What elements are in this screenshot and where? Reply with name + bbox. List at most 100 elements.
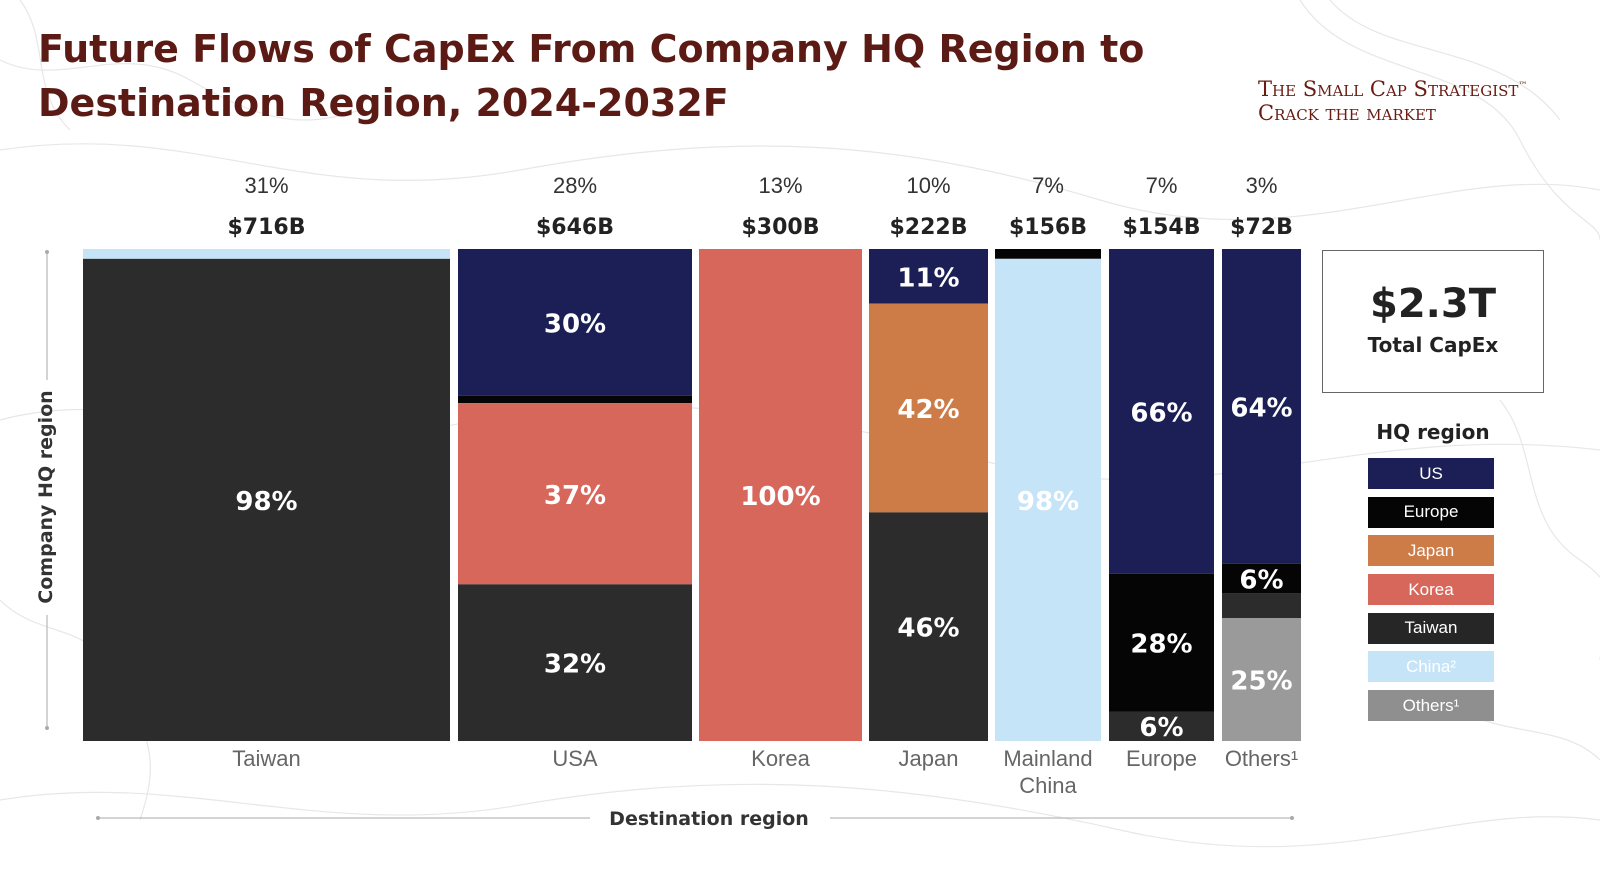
column-japan: 11% 42% 46% 10% $222B Japan <box>869 173 988 771</box>
x-axis-end-dot <box>96 816 100 820</box>
column-amount-label: $222B <box>890 215 968 240</box>
legend-item-others: Others¹ <box>1368 690 1494 722</box>
total-capex-value: $2.3T <box>1370 281 1496 327</box>
x-axis-label: Destination region <box>609 808 809 830</box>
segment-label: 42% <box>897 395 959 425</box>
legend-item-europe: Europe <box>1368 496 1494 528</box>
legend-item-japan: Japan <box>1368 535 1494 567</box>
segment-us <box>1222 249 1301 564</box>
legend-item-label: US <box>1419 463 1443 483</box>
legend-item-taiwan: Taiwan <box>1368 612 1494 644</box>
segment-korea <box>458 403 692 585</box>
legend: HQ region US Europe Japan Korea Taiwan China²… <box>1368 420 1498 729</box>
segment-taiwan <box>1222 593 1301 618</box>
segment-label: 64% <box>1230 393 1292 423</box>
category-label: Taiwan <box>232 746 300 771</box>
category-label-line: Japan <box>899 746 959 771</box>
y-axis-label: Company HQ region <box>35 390 57 603</box>
segment-label: 100% <box>740 482 820 512</box>
legend-item-label: Europe <box>1403 502 1459 522</box>
category-label: Europe <box>1126 746 1197 771</box>
category-label-line: USA <box>552 746 598 771</box>
trademark-mark: ™ <box>1518 81 1528 91</box>
column-europe: 66% 28% 6% 7% $154B Europe <box>1109 173 1214 771</box>
column-taiwan: 98% 31% $716B Taiwan <box>83 173 450 771</box>
category-label: USA <box>552 746 598 771</box>
segment-label: 30% <box>544 309 606 339</box>
segment-label: 6% <box>1239 566 1283 596</box>
segment-label: 28% <box>1130 630 1192 660</box>
x-axis-end-dot <box>1290 816 1294 820</box>
segment-label: 11% <box>897 263 959 293</box>
category-label-line: Taiwan <box>232 746 300 771</box>
segment-europe <box>458 395 692 404</box>
legend-item-label: Korea <box>1408 579 1454 599</box>
segment-label: 37% <box>544 481 606 511</box>
segment-us <box>869 249 988 304</box>
column-share-label: 31% <box>244 173 288 198</box>
category-label-line: Mainland <box>1003 746 1092 771</box>
legend-item-china: China² <box>1368 651 1494 683</box>
segment-label: 66% <box>1130 398 1192 428</box>
segment-label: 46% <box>897 614 959 644</box>
segment-korea <box>699 249 862 741</box>
segment-label: 98% <box>235 487 297 517</box>
column-amount-label: $72B <box>1230 215 1293 240</box>
column-share-label: 10% <box>906 173 950 198</box>
column-usa: 30% 37% 32% 28% $646B USA <box>458 173 692 771</box>
category-label-line: Others¹ <box>1225 746 1298 771</box>
legend-item-korea: Korea <box>1368 574 1494 606</box>
segment-europe <box>1222 563 1301 594</box>
segment-europe <box>1109 573 1214 712</box>
column-mainlandchina: 98% 7% $156B Mainland China <box>995 173 1101 798</box>
segment-us <box>1109 249 1214 574</box>
title-line-2: Destination Region, 2024-2032F <box>38 81 729 125</box>
segment-label: 6% <box>1139 713 1183 743</box>
brand-logo: The Small Cap Strategist™ Crack the mark… <box>1258 74 1588 125</box>
segment-europe <box>995 249 1101 259</box>
segment-taiwan <box>83 258 450 741</box>
total-capex-label: Total CapEx <box>1367 333 1499 357</box>
category-label-line: Europe <box>1126 746 1197 771</box>
column-amount-label: $154B <box>1123 215 1201 240</box>
column-amount-label: $156B <box>1009 215 1087 240</box>
total-capex-box: $2.3T Total CapEx <box>1322 250 1544 393</box>
segment-label: 32% <box>544 650 606 680</box>
legend-item-label: Others¹ <box>1402 695 1460 715</box>
legend-item-label: China² <box>1405 656 1457 676</box>
category-label-line: China <box>1019 773 1077 798</box>
legend-item-label: Japan <box>1407 540 1455 560</box>
segment-china <box>83 249 450 259</box>
segment-japan <box>869 303 988 513</box>
category-label: Others¹ <box>1225 746 1298 771</box>
y-axis-end-dot <box>45 726 49 730</box>
column-others: 64% 6% 25% 3% $72B Others¹ <box>1222 173 1301 771</box>
column-share-label: 7% <box>1146 173 1178 198</box>
segment-label: 25% <box>1230 667 1292 697</box>
segment-china <box>995 258 1101 741</box>
segment-label: 98% <box>1017 487 1079 517</box>
chart-title: Future Flows of CapEx From Company HQ Re… <box>38 22 1238 130</box>
column-share-label: 13% <box>758 173 802 198</box>
column-korea: 100% 13% $300B Korea <box>699 173 862 771</box>
legend-item-label: Taiwan <box>1404 618 1458 638</box>
segment-taiwan <box>458 584 692 741</box>
brand-line-1: The Small Cap Strategist <box>1258 77 1519 101</box>
legend-item-us: US <box>1368 458 1494 489</box>
column-share-label: 28% <box>553 173 597 198</box>
segment-others <box>1222 618 1301 741</box>
segment-taiwan <box>869 512 988 741</box>
column-amount-label: $646B <box>536 215 614 240</box>
column-amount-label: $300B <box>742 215 820 240</box>
legend-title: HQ region <box>1376 420 1490 444</box>
category-label: Japan <box>899 746 959 771</box>
y-axis-end-dot <box>45 250 49 254</box>
column-share-label: 7% <box>1032 173 1064 198</box>
category-label: Mainland China <box>1003 746 1092 798</box>
category-label: Korea <box>751 746 810 771</box>
column-share-label: 3% <box>1246 173 1278 198</box>
segment-us <box>458 249 692 396</box>
brand-line-2: Crack the market <box>1258 101 1436 125</box>
title-line-1: Future Flows of CapEx From Company HQ Re… <box>38 27 1145 71</box>
